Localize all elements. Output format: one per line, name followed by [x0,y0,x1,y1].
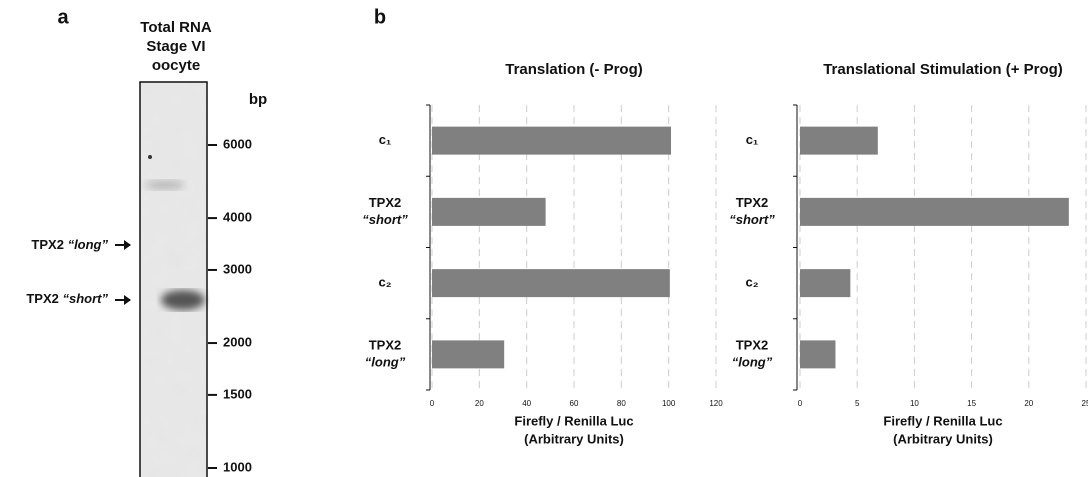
ladder-label: 1000 [223,459,252,474]
arrow-short: TPX2 “short” [26,291,131,306]
category-label: TPX2 “long” [732,338,773,370]
arrow-long: TPX2 “long” [31,237,131,252]
category-line: TPX2 [736,195,769,210]
blot-title: Total RNA [140,19,212,36]
x-tick-label: 0 [430,399,435,408]
arrow-label: TPX2 “short” [26,291,108,306]
blot-title: oocyte [152,57,200,74]
category-label: c₂ [378,275,391,290]
bar [800,127,878,155]
ladder-unit: bp [249,91,267,108]
x-tick-label: 0 [798,399,803,408]
x-axis-label: Firefly / Renilla Luc [514,413,633,428]
bar [800,269,850,297]
ladder-label: 6000 [223,136,252,151]
chart-title: Translational Stimulation (+ Prog) [823,61,1063,78]
category-label: TPX2 “short” [362,195,408,227]
arrow-gene: TPX2 [31,237,64,252]
category-line: “short” [362,212,408,227]
arrow-label: TPX2 “long” [31,237,108,252]
x-tick-label: 100 [662,399,676,408]
x-tick-label: 120 [709,399,723,408]
x-tick-label: 80 [617,399,626,408]
x-axis-label: (Arbitrary Units) [524,431,624,446]
arrow-gene: TPX2 [26,291,59,306]
category-label: c₁ [746,132,759,147]
panel-letter: a [57,6,69,28]
ladder-label: 4000 [223,210,252,225]
category-line: “short” [729,212,775,227]
blot-title: Stage VI [146,38,205,55]
bar [800,340,835,368]
bar [800,198,1069,226]
category-line: TPX2 [369,338,402,353]
x-tick-label: 60 [570,399,579,408]
category-label: TPX2 “long” [365,338,406,370]
arrow-variant: “long” [68,237,109,252]
ladder-label: 2000 [223,334,252,349]
category-line: “long” [732,355,773,370]
x-tick-label: 40 [522,399,531,408]
category-line: TPX2 [369,195,402,210]
x-tick-label: 15 [967,399,976,408]
chart-title: Translation (- Prog) [505,61,643,78]
panel-letter: b [374,6,386,28]
x-tick-label: 20 [475,399,484,408]
figure: a Total RNA Stage VI oocyte bp TPX2 “lon… [0,0,1088,477]
bar [432,269,670,297]
category-label: c₂ [745,275,758,290]
blot [140,82,207,477]
x-tick-label: 25 [1082,399,1088,408]
ladder-label: 1500 [223,386,252,401]
x-tick-label: 20 [1024,399,1033,408]
x-axis-label: Firefly / Renilla Luc [883,413,1002,428]
x-tick-label: 10 [910,399,919,408]
x-tick-label: 5 [855,399,860,408]
category-label: TPX2 “short” [729,195,775,227]
arrow-variant: “short” [63,291,109,306]
bar [432,340,504,368]
ladder-label: 3000 [223,261,252,276]
x-axis-label: (Arbitrary Units) [893,431,993,446]
category-label: c₁ [379,132,392,147]
category-line: TPX2 [736,338,769,353]
bar [432,198,546,226]
bar [432,127,671,155]
category-line: “long” [365,355,406,370]
